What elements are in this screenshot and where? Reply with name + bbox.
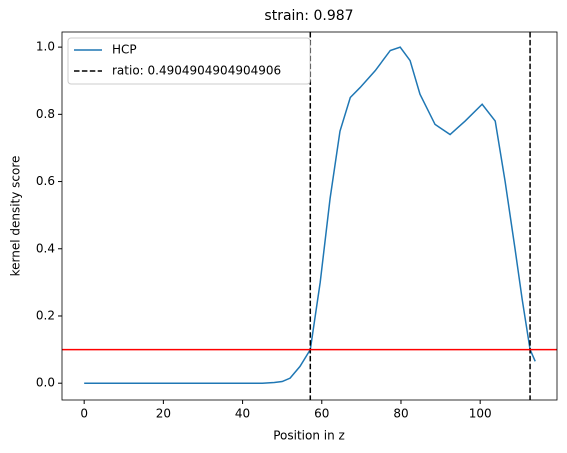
y-tick-label: 0.4 xyxy=(36,241,55,255)
y-tick-label: 0.6 xyxy=(36,174,55,188)
x-tick-label: 100 xyxy=(469,407,492,421)
x-tick-label: 40 xyxy=(235,407,250,421)
legend-label: ratio: 0.4904904904904906 xyxy=(112,64,281,78)
y-tick-label: 0.2 xyxy=(36,308,55,322)
legend-label: HCP xyxy=(112,43,137,57)
x-tick-label: 0 xyxy=(80,407,88,421)
y-tick-label: 1.0 xyxy=(36,40,55,54)
legend-box xyxy=(67,37,311,85)
x-axis-label: Position in z xyxy=(273,429,345,443)
y-tick-label: 0.8 xyxy=(36,107,55,121)
x-tick-label: 20 xyxy=(156,407,171,421)
chart-title: strain: 0.987 xyxy=(264,8,353,24)
y-axis-label: kernel density score xyxy=(9,156,23,277)
y-tick-label: 0.0 xyxy=(36,376,55,390)
x-tick-label: 60 xyxy=(314,407,329,421)
x-tick-label: 80 xyxy=(393,407,408,421)
line-series xyxy=(84,46,536,384)
plot-frame xyxy=(61,31,558,401)
